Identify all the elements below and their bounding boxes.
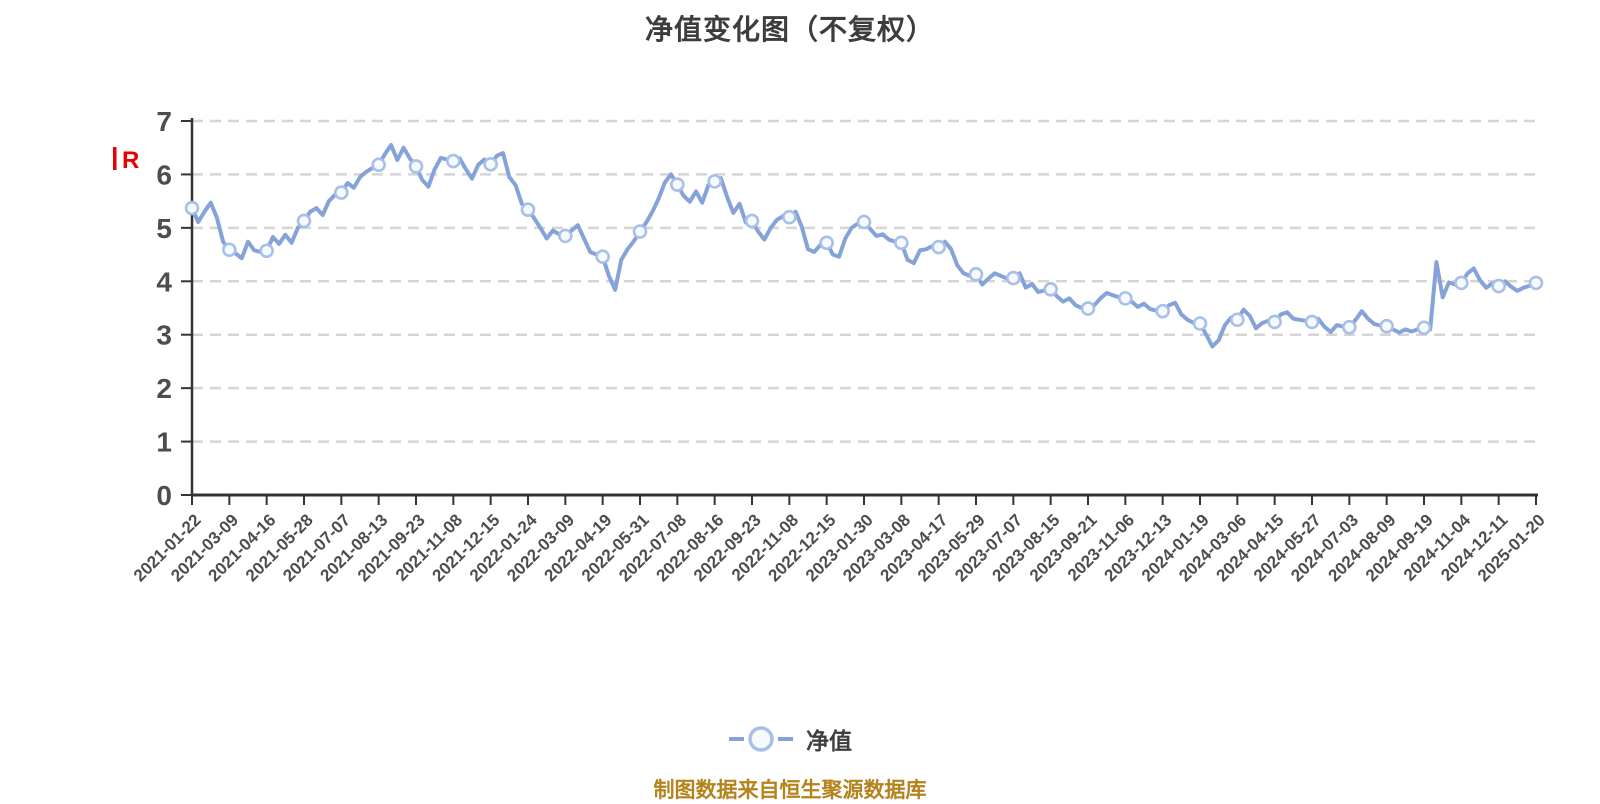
- legend-marker-icon: [729, 726, 793, 752]
- netvalue-marker: [1342, 319, 1357, 335]
- netvalue-marker: [1043, 281, 1058, 297]
- netvalue-marker: [1230, 312, 1245, 328]
- netvalue-marker: [1006, 270, 1021, 286]
- netvalue-marker: [632, 224, 648, 239]
- netvalue-marker: [1491, 278, 1506, 294]
- axes: [181, 118, 1538, 505]
- netvalue-marker: [184, 200, 200, 216]
- netvalue-marker: [1379, 318, 1394, 334]
- netvalue-marker: [483, 156, 498, 172]
- netvalue-marker: [296, 213, 312, 229]
- netvalue-marker: [1528, 275, 1544, 291]
- chart-title: 净值变化图（不复权）: [644, 14, 935, 45]
- netvalue-marker: [1416, 320, 1432, 336]
- netvalue-marker: [259, 243, 274, 259]
- netvalue-marker: [744, 213, 760, 229]
- y-axis-tick-label: 0: [156, 480, 172, 511]
- netvalue-marker: [856, 214, 872, 230]
- netvalue-marker: [670, 177, 685, 192]
- netvalue-marker: [782, 209, 797, 225]
- netvalue-marker: [894, 235, 909, 251]
- y-axis-tick-label: 4: [156, 266, 172, 297]
- y-axis-tick-label: 5: [156, 213, 172, 244]
- netvalue-marker: [968, 267, 984, 282]
- y-axis-tick-label: 1: [156, 427, 172, 458]
- netvalue-marker: [595, 249, 610, 265]
- netvalue-marker: [1267, 314, 1282, 330]
- annotation-bar: [113, 147, 117, 170]
- netvalue-marker: [931, 239, 946, 255]
- annotation-glyph: R: [122, 147, 139, 174]
- y-axis-labels: 0 1 2 3 4 5 6 7: [156, 106, 172, 511]
- netvalue-marker: [558, 228, 573, 244]
- netvalue-marker: [1304, 314, 1320, 330]
- netvalue-marker: [334, 185, 349, 200]
- data-source-note: 制图数据来自恒生聚源数据库: [653, 779, 927, 802]
- y-axis-tick-label: 6: [156, 159, 172, 190]
- netvalue-marker: [222, 242, 237, 258]
- netvalue-marker: [1118, 291, 1133, 306]
- red-annotation: R: [113, 147, 139, 174]
- netvalue-marker: [819, 235, 834, 251]
- netvalue-marker: [1155, 303, 1170, 319]
- legend-label: 净值: [806, 728, 852, 754]
- netvalue-marker: [446, 153, 461, 169]
- netvalue-marker: [1454, 275, 1469, 291]
- x-axis-labels: 2021-01-222021-03-092021-04-162021-05-28…: [130, 510, 1549, 585]
- netvalue-marker: [707, 174, 722, 189]
- netvalue-marker: [408, 159, 424, 174]
- netvalue-marker: [1192, 316, 1208, 331]
- y-axis-tick-label: 3: [156, 320, 172, 351]
- netvalue-markers: [184, 153, 1544, 336]
- netvalue-marker: [520, 202, 536, 217]
- y-axis-tick-label: 7: [156, 106, 172, 137]
- netvalue-marker: [1080, 301, 1096, 316]
- netvalue-marker: [371, 157, 386, 173]
- y-axis-tick-label: 2: [156, 373, 172, 404]
- legend: 净值: [0, 722, 1580, 756]
- gridlines: [192, 119, 1536, 443]
